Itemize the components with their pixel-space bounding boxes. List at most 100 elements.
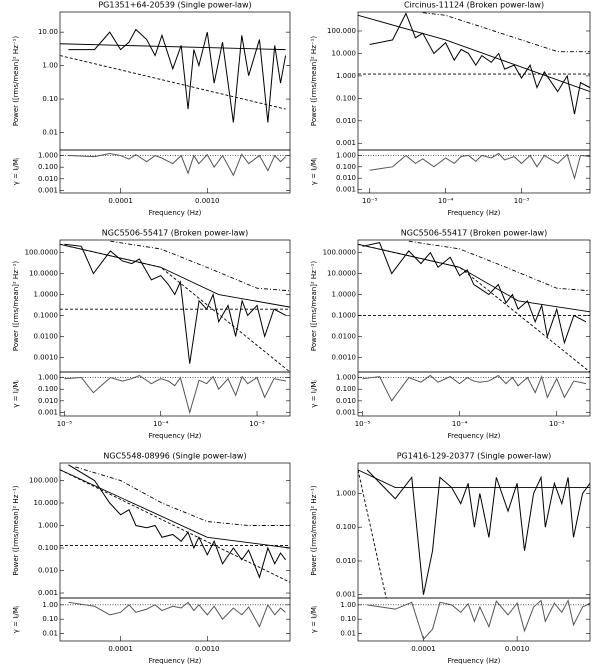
y-axis-label: γ = Iⱼ/Mⱼ bbox=[310, 158, 318, 185]
x-tick-label: 10⁻⁵ bbox=[362, 197, 378, 205]
chart-title: NGC5506-55417 (Broken power-law) bbox=[401, 229, 547, 238]
x-tick-label: 0.0001 bbox=[108, 197, 133, 205]
series-line bbox=[60, 469, 290, 583]
y-tick-label: 10.0000 bbox=[29, 270, 58, 278]
series-line bbox=[68, 28, 287, 123]
series-line bbox=[358, 14, 590, 93]
series-line bbox=[110, 240, 290, 292]
y-tick-label: 0.010 bbox=[336, 557, 356, 565]
y-axis-label: γ = Iⱼ/Mⱼ bbox=[12, 380, 20, 407]
y-tick-label: 10.00 bbox=[38, 28, 58, 36]
y-tick-label: 100.000 bbox=[327, 27, 356, 35]
y-tick-label: 0.010 bbox=[38, 397, 58, 405]
x-tick-label: 10⁻³ bbox=[249, 420, 265, 428]
y-tick-label: 10.0000 bbox=[327, 270, 356, 278]
y-tick-label: 1.000 bbox=[38, 152, 58, 160]
y-tick-label: 1.00 bbox=[42, 62, 58, 70]
y-tick-label: 0.0010 bbox=[332, 353, 357, 361]
x-tick-label: 10⁻⁵ bbox=[355, 420, 371, 428]
y-axis-label: Power ([rms/mean]² Hz⁻¹) bbox=[310, 485, 318, 575]
y-axis-label: Power ([rms/mean]² Hz⁻¹) bbox=[310, 36, 318, 126]
y-tick-label: 100.0000 bbox=[25, 249, 58, 257]
y-tick-label: 1.000 bbox=[336, 489, 356, 497]
y-tick-label: 0.100 bbox=[336, 385, 356, 393]
series-line bbox=[358, 469, 590, 488]
y-tick-label: 1.0000 bbox=[332, 291, 357, 299]
plot-frame bbox=[59, 597, 291, 642]
x-axis-label: Frequency (Hz) bbox=[448, 657, 501, 664]
y-axis-label: γ = Iⱼ/Mⱼ bbox=[12, 606, 20, 633]
y-tick-label: 1.00 bbox=[340, 601, 356, 609]
y-tick-label: 0.001 bbox=[336, 408, 356, 416]
y-tick-label: 0.010 bbox=[38, 567, 58, 575]
x-tick-label: 0.0001 bbox=[411, 645, 436, 653]
y-tick-label: 0.100 bbox=[336, 163, 356, 171]
x-tick-label: 10⁻⁵ bbox=[57, 420, 73, 428]
y-tick-label: 0.100 bbox=[336, 94, 356, 102]
x-tick-label: 0.0001 bbox=[108, 645, 133, 653]
x-axis-label: Frequency (Hz) bbox=[448, 209, 501, 217]
y-tick-label: 0.1000 bbox=[34, 311, 59, 319]
y-tick-label: 1.000 bbox=[336, 151, 356, 159]
series-line bbox=[68, 464, 286, 579]
y-axis-label: γ = Iⱼ/Mⱼ bbox=[310, 380, 318, 407]
y-tick-label: 100.0000 bbox=[323, 249, 356, 257]
series-line bbox=[408, 240, 590, 292]
y-tick-label: 100.000 bbox=[29, 477, 58, 485]
y-axis-label: γ = Iⱼ/Mⱼ bbox=[310, 606, 318, 633]
y-tick-label: 1.000 bbox=[38, 374, 58, 382]
chart-title: PG1351+64-20539 (Single power-law) bbox=[98, 1, 251, 10]
series-line bbox=[75, 466, 290, 526]
y-tick-label: 0.10 bbox=[42, 95, 58, 103]
series-line bbox=[358, 469, 387, 598]
y-tick-label: 0.01 bbox=[42, 129, 58, 137]
chart-title: NGC5506-55417 (Broken power-law) bbox=[102, 229, 248, 238]
y-tick-label: 0.001 bbox=[38, 186, 58, 194]
x-tick-label: 0.0010 bbox=[195, 197, 220, 205]
chart-title: NGC5548-08996 (Single power-law) bbox=[103, 452, 246, 461]
y-tick-label: 0.0100 bbox=[332, 332, 357, 340]
y-tick-label: 10.000 bbox=[34, 499, 59, 507]
x-axis-label: Frequency (Hz) bbox=[149, 432, 202, 440]
x-tick-label: 10⁻⁴ bbox=[452, 420, 468, 428]
y-tick-label: 10.000 bbox=[332, 49, 357, 57]
y-tick-label: 0.001 bbox=[336, 139, 356, 147]
y-tick-label: 0.10 bbox=[340, 615, 356, 623]
y-tick-label: 0.010 bbox=[336, 397, 356, 405]
series-line bbox=[362, 242, 587, 345]
x-tick-label: 10⁻⁴ bbox=[438, 197, 454, 205]
series-line bbox=[68, 152, 286, 177]
y-tick-label: 0.0010 bbox=[34, 353, 59, 361]
series-line bbox=[64, 374, 287, 415]
y-tick-label: 0.10 bbox=[42, 615, 58, 623]
y-axis-label: γ = Iⱼ/Mⱼ bbox=[12, 158, 20, 185]
series-line bbox=[366, 469, 590, 595]
y-tick-label: 0.0100 bbox=[34, 332, 59, 340]
y-tick-label: 0.010 bbox=[336, 117, 356, 125]
x-axis-label: Frequency (Hz) bbox=[149, 209, 202, 217]
y-tick-label: 0.100 bbox=[38, 544, 58, 552]
y-tick-label: 0.100 bbox=[38, 163, 58, 171]
series-line bbox=[64, 243, 287, 364]
series-line bbox=[367, 599, 590, 641]
series-line bbox=[362, 374, 587, 402]
x-tick-label: 10⁻³ bbox=[549, 420, 565, 428]
series-line bbox=[60, 43, 286, 51]
y-tick-label: 0.100 bbox=[38, 385, 58, 393]
y-tick-label: 0.010 bbox=[336, 174, 356, 182]
x-tick-label: 10⁻⁴ bbox=[153, 420, 169, 428]
series-line bbox=[68, 601, 286, 628]
plot-frame bbox=[357, 371, 591, 417]
x-axis-label: Frequency (Hz) bbox=[149, 657, 202, 664]
y-tick-label: 0.010 bbox=[38, 175, 58, 183]
x-axis-label: Frequency (Hz) bbox=[448, 432, 501, 440]
series-line bbox=[369, 152, 590, 181]
y-tick-label: 1.000 bbox=[336, 374, 356, 382]
y-axis-label: Power ([rms/mean]² Hz⁻¹) bbox=[12, 36, 20, 126]
y-tick-label: 0.001 bbox=[336, 591, 356, 599]
y-tick-label: 1.000 bbox=[336, 72, 356, 80]
plot-frame bbox=[59, 371, 291, 417]
y-tick-label: 0.001 bbox=[38, 589, 58, 597]
